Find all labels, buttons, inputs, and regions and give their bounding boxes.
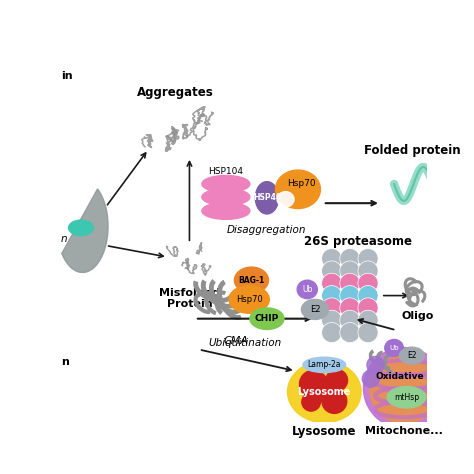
Text: Misfolded
Protein: Misfolded Protein <box>159 288 220 310</box>
Text: Hsp70: Hsp70 <box>236 295 263 304</box>
Circle shape <box>340 310 360 330</box>
Text: Disaggregation: Disaggregation <box>227 225 307 235</box>
Text: E2: E2 <box>407 351 417 360</box>
Ellipse shape <box>400 347 424 364</box>
Circle shape <box>358 273 378 293</box>
Circle shape <box>315 386 330 402</box>
Polygon shape <box>62 189 108 273</box>
Circle shape <box>340 248 360 269</box>
Circle shape <box>300 370 328 398</box>
Text: Oxidative: Oxidative <box>376 372 425 381</box>
Ellipse shape <box>301 300 328 319</box>
Circle shape <box>322 261 342 281</box>
Circle shape <box>322 389 347 413</box>
Circle shape <box>340 298 360 318</box>
Ellipse shape <box>275 170 320 209</box>
Ellipse shape <box>202 189 250 206</box>
Text: E2: E2 <box>310 305 320 314</box>
Text: n: n <box>61 357 69 367</box>
Circle shape <box>326 370 347 391</box>
Ellipse shape <box>303 357 346 373</box>
Circle shape <box>322 285 342 306</box>
Ellipse shape <box>235 267 268 293</box>
Ellipse shape <box>229 285 269 313</box>
Text: Lysosome: Lysosome <box>298 387 351 397</box>
Text: Lysosome: Lysosome <box>292 425 356 438</box>
Circle shape <box>358 322 378 343</box>
Ellipse shape <box>288 361 361 423</box>
Circle shape <box>302 392 320 411</box>
Circle shape <box>322 273 342 293</box>
Text: mtHsp: mtHsp <box>394 393 419 402</box>
Circle shape <box>358 298 378 318</box>
Text: CMA: CMA <box>223 337 248 346</box>
Ellipse shape <box>364 347 445 428</box>
Text: Lamp-2a: Lamp-2a <box>308 360 341 369</box>
Text: HSP40: HSP40 <box>253 193 281 202</box>
Text: Ub: Ub <box>302 285 312 294</box>
Text: Hsp70: Hsp70 <box>287 180 315 189</box>
Circle shape <box>322 298 342 318</box>
Text: n: n <box>61 234 67 244</box>
Circle shape <box>340 261 360 281</box>
Ellipse shape <box>297 280 317 299</box>
Ellipse shape <box>250 308 284 329</box>
Text: HSP104: HSP104 <box>209 167 243 176</box>
Circle shape <box>340 322 360 343</box>
Text: Ub: Ub <box>389 345 399 351</box>
Circle shape <box>367 356 384 374</box>
Ellipse shape <box>385 339 403 356</box>
Circle shape <box>358 248 378 269</box>
Circle shape <box>340 273 360 293</box>
Circle shape <box>322 248 342 269</box>
Ellipse shape <box>255 182 279 214</box>
Circle shape <box>358 285 378 306</box>
Text: Folded protein: Folded protein <box>364 144 460 157</box>
Ellipse shape <box>387 386 426 408</box>
Circle shape <box>340 285 360 306</box>
Ellipse shape <box>69 220 93 236</box>
Circle shape <box>322 310 342 330</box>
Circle shape <box>322 322 342 343</box>
Text: CHIP: CHIP <box>255 314 279 323</box>
Ellipse shape <box>202 202 250 219</box>
Text: BAG-1: BAG-1 <box>238 276 264 285</box>
Ellipse shape <box>277 191 294 207</box>
Circle shape <box>358 261 378 281</box>
Text: Ubiquitination: Ubiquitination <box>209 338 282 348</box>
Text: Mitochone...: Mitochone... <box>365 427 443 437</box>
Text: in: in <box>61 71 73 81</box>
Circle shape <box>358 310 378 330</box>
Text: 26S proteasome: 26S proteasome <box>304 235 411 248</box>
Text: Oligo: Oligo <box>401 311 434 321</box>
Circle shape <box>362 370 379 387</box>
Ellipse shape <box>202 175 250 192</box>
Text: Aggregates: Aggregates <box>137 86 214 99</box>
Ellipse shape <box>370 356 438 423</box>
